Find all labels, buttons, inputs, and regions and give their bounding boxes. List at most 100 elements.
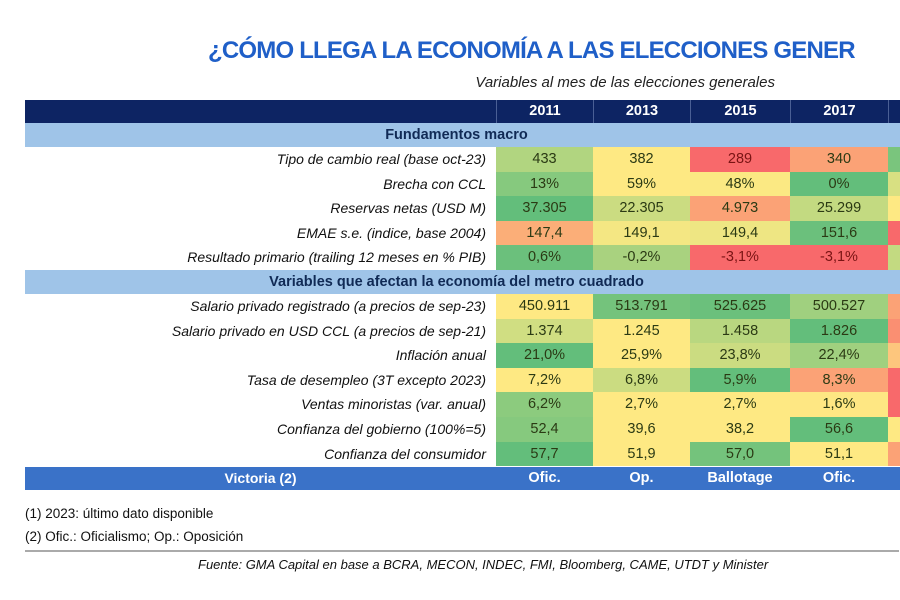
row-label: Tasa de desempleo (3T excepto 2023) [246, 371, 486, 388]
value-cell: 340 [790, 147, 888, 172]
section-header: Fundamentos macro [25, 123, 900, 147]
value-cell: 1.826 [790, 318, 888, 344]
value-cell [888, 245, 900, 270]
value-cell: 22.305 [593, 196, 690, 221]
value-cell [888, 318, 900, 344]
value-cell: 151,6 [790, 220, 888, 246]
table-row: Brecha con CCL 13% 59% 48% 0% [25, 171, 900, 197]
value-cell: 4.973 [690, 196, 790, 221]
table-row: Salario privado en USD CCL (a precios de… [25, 318, 900, 344]
value-cell: 51,1 [790, 441, 888, 467]
value-cell: 38,2 [690, 416, 790, 442]
table-row: Resultado primario (trailing 12 meses en… [25, 245, 900, 270]
economy-table: 2011 2013 2015 2017 Fundamentos macro Tipo de… [25, 100, 900, 491]
value-cell: 23,8% [690, 343, 790, 368]
value-cell: 2,7% [593, 392, 690, 417]
value-cell: 57,0 [690, 441, 790, 467]
victory-label: Victoria (2) [224, 470, 297, 487]
victory-cell [888, 467, 900, 490]
section-header: Variables que afectan la economía del me… [25, 269, 900, 294]
value-cell: 59% [593, 171, 690, 197]
value-cell: 149,4 [690, 220, 790, 246]
value-cell: 382 [593, 147, 690, 172]
table-row: Tipo de cambio real (base oct-23) 433 382 2… [25, 147, 900, 172]
value-cell: 1.245 [593, 318, 690, 344]
page-title: ¿CÓMO LLEGA LA ECONOMÍA A LAS ELECCIONES… [208, 37, 856, 64]
value-cell: 52,4 [496, 416, 593, 442]
value-cell: 289 [690, 147, 790, 172]
row-label: Salario privado registrado (a precios de… [190, 297, 486, 314]
value-cell: 39,6 [593, 416, 690, 442]
row-label: Inflación anual [395, 347, 486, 364]
row-label: Tipo de cambio real (base oct-23) [276, 151, 486, 167]
column-header-2013: 2013 [593, 100, 690, 123]
table-row: Ventas minoristas (var. anual) 6,2% 2,7% 2,… [25, 392, 900, 417]
value-cell: 22,4% [790, 343, 888, 368]
victory-cell: Ballotage [707, 470, 773, 487]
value-cell: 37.305 [496, 196, 593, 221]
table-row: Tasa de desempleo (3T excepto 2023) 7,2% 6… [25, 367, 900, 393]
value-cell: -0,2% [593, 245, 690, 270]
value-cell: 0% [790, 171, 888, 197]
value-cell: 450.911 [496, 293, 593, 319]
victory-cell: Ofic. [528, 470, 561, 487]
value-cell: 7,2% [496, 367, 593, 393]
row-label: EMAE s.e. (indice, base 2004) [296, 224, 486, 241]
victory-cell: Ofic. [822, 470, 856, 487]
table-row: Salario privado registrado (a precios de… [25, 293, 900, 319]
column-header-2011: 2011 [496, 100, 593, 123]
table-row: EMAE s.e. (indice, base 2004) 147,4 149,1 1… [25, 220, 900, 246]
row-label: Resultado primario (trailing 12 meses en… [187, 249, 486, 266]
row-label: Brecha con CCL [383, 175, 486, 192]
value-cell: 0,6% [496, 245, 593, 270]
source-note: Fuente: GMA Capital en base a BCRA, MECO… [198, 557, 769, 572]
section-title: Variables que afectan la economía del me… [269, 273, 644, 290]
row-label: Salario privado en USD CCL (a precios de… [171, 322, 486, 339]
footnote-1: (1) 2023: último dato disponible [25, 506, 214, 521]
value-cell: -3,1% [690, 245, 790, 270]
value-cell [888, 147, 900, 172]
value-cell: 13% [496, 171, 593, 197]
value-cell: 500.527 [790, 293, 888, 319]
value-cell: 5,9% [690, 367, 790, 393]
section-title: Fundamentos macro [385, 127, 528, 143]
header-label-spacer [25, 100, 496, 123]
value-cell: -3,1% [790, 245, 888, 270]
table-row: Inflación anual 21,0% 25,9% 23,8% 22,4% [25, 343, 900, 368]
value-cell: 51,9 [593, 441, 690, 467]
value-cell [888, 293, 900, 319]
row-label: Confianza del consumidor [324, 445, 486, 462]
value-cell: 1,6% [790, 392, 888, 417]
value-cell: 57,7 [496, 441, 593, 467]
value-cell: 433 [496, 147, 593, 172]
value-cell: 149,1 [593, 220, 690, 246]
value-cell [888, 416, 900, 442]
value-cell: 6,2% [496, 392, 593, 417]
value-cell [888, 220, 900, 246]
value-cell: 513.791 [593, 293, 690, 319]
value-cell [888, 171, 900, 197]
value-cell: 25.299 [790, 196, 888, 221]
value-cell: 6,8% [593, 367, 690, 393]
value-cell [888, 392, 900, 417]
table-row: Confianza del gobierno (100%=5) 52,4 39,6 3… [25, 416, 900, 442]
victory-cell: Op. [629, 470, 654, 487]
value-cell: 48% [690, 171, 790, 197]
value-cell: 25,9% [593, 343, 690, 368]
footnote-2: (2) Ofic.: Oficialismo; Op.: Oposición [25, 529, 244, 544]
value-cell: 1.458 [690, 318, 790, 344]
value-cell: 56,6 [790, 416, 888, 442]
value-cell: 21,0% [496, 343, 593, 368]
column-header-2017: 2017 [790, 100, 888, 123]
value-cell [888, 196, 900, 221]
row-label: Confianza del gobierno (100%=5) [277, 420, 486, 437]
victory-row: Victoria (2) Ofic. Op. Ballotage Ofic. [25, 467, 900, 491]
value-cell: 2,7% [690, 392, 790, 417]
table-row: Confianza del consumidor 57,7 51,9 57,0 51,1 [25, 441, 900, 467]
value-cell: 8,3% [790, 367, 888, 393]
row-label: Ventas minoristas (var. anual) [301, 396, 486, 413]
row-label: Reservas netas (USD M) [330, 200, 486, 217]
value-cell: 147,4 [496, 220, 593, 246]
value-cell [888, 343, 900, 368]
value-cell: 1.374 [496, 318, 593, 344]
